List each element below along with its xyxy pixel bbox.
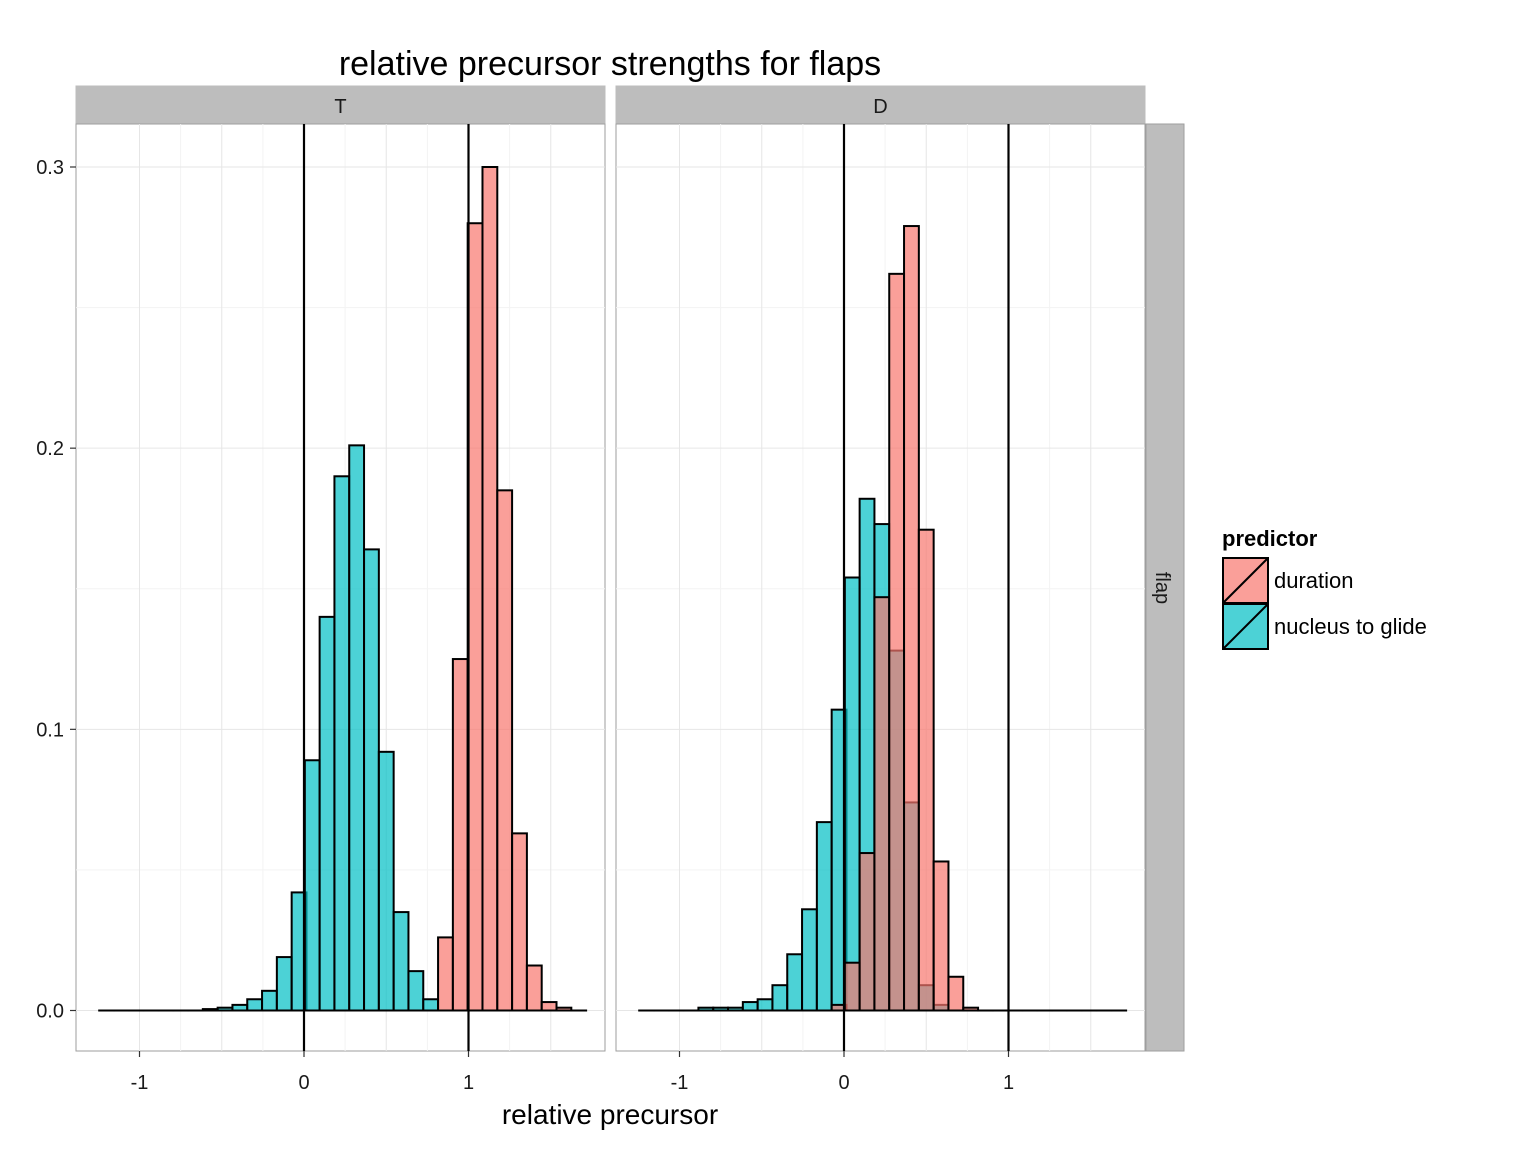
y-axis: 0.0 0.1 0.2 0.3: [36, 157, 76, 1023]
x-tick-label: 0: [838, 1072, 849, 1094]
bar: [888, 272, 906, 1012]
facet-panel-D: D -1 0 1: [615, 85, 1146, 1094]
bar: [843, 961, 861, 1012]
x-axis: -1 0 1: [131, 1051, 474, 1094]
bar: [231, 1003, 249, 1012]
x-tick-label: -1: [671, 1072, 689, 1094]
bar: [216, 1006, 234, 1012]
bar: [801, 908, 818, 1012]
bar: [540, 1001, 558, 1012]
bar: [275, 956, 293, 1012]
bar: [318, 615, 336, 1012]
bar: [756, 998, 774, 1012]
bar: [246, 998, 264, 1012]
bar: [348, 444, 366, 1012]
y-tick-label: 0.3: [36, 157, 64, 179]
bar: [333, 475, 351, 1012]
bar: [437, 936, 454, 1012]
bar: [947, 975, 965, 1012]
bar: [873, 596, 891, 1012]
row-strip-bg: [1145, 123, 1185, 1052]
x-tick-label: 1: [463, 1072, 474, 1094]
x-tick-label: 0: [298, 1072, 309, 1094]
facet-strip-label: T: [334, 96, 346, 118]
bar: [422, 998, 440, 1012]
bar: [962, 1006, 980, 1012]
legend: predictor duration nucleus to glide: [1222, 526, 1427, 650]
y-tick-label: 0.0: [36, 1001, 64, 1023]
bar: [858, 852, 876, 1012]
facet-strip-bg: [75, 85, 606, 125]
bar: [481, 166, 499, 1012]
legend-key-duration: duration: [1222, 557, 1354, 604]
bar: [303, 759, 321, 1012]
bar: [525, 964, 543, 1012]
y-tick-label: 0.1: [36, 719, 64, 741]
bar: [727, 1006, 744, 1012]
facet-panels: T -1 0 1 0.0 0.1 0.2 0.3 D -1 0 1: [36, 85, 1146, 1094]
bar: [466, 222, 484, 1012]
bar: [407, 970, 425, 1012]
bar: [377, 750, 395, 1012]
bar: [917, 528, 935, 1012]
legend-swatch-diagonal: [1222, 603, 1269, 650]
bar: [363, 548, 380, 1012]
chart-title: relative precursor strengths for flaps: [339, 45, 881, 83]
x-tick-label: -1: [131, 1072, 149, 1094]
bar: [903, 225, 920, 1012]
bar: [201, 1008, 219, 1012]
bar: [697, 1006, 715, 1012]
row-strip: flap: [1145, 123, 1185, 1052]
y-tick-label: 0.2: [36, 438, 64, 460]
bar: [932, 860, 950, 1012]
legend-swatch-diagonal: [1222, 557, 1269, 604]
x-axis: -1 0 1: [671, 1051, 1014, 1094]
series-duration: [830, 225, 1128, 1012]
legend-title: predictor: [1222, 526, 1318, 551]
x-axis-title: relative precursor: [502, 1099, 718, 1130]
legend-label: nucleus to glide: [1274, 614, 1427, 639]
bar: [815, 821, 833, 1012]
legend-label: duration: [1274, 568, 1354, 593]
facet-strip-bg: [615, 85, 1146, 125]
bar: [843, 576, 861, 1012]
facet-panel-T: T -1 0 1 0.0 0.1 0.2 0.3: [36, 85, 606, 1094]
bar: [712, 1006, 730, 1012]
bar: [496, 489, 514, 1012]
bar: [511, 832, 528, 1012]
legend-key-nucleus-to-glide: nucleus to glide: [1222, 603, 1427, 650]
bar: [786, 953, 804, 1012]
bar: [741, 1001, 759, 1012]
series-nucleus-to-glide: [98, 444, 440, 1012]
bar: [451, 658, 469, 1012]
row-strip-label: flap: [1151, 572, 1173, 604]
x-tick-label: 1: [1003, 1072, 1014, 1094]
bar: [555, 1006, 573, 1012]
facet-strip-label: D: [873, 96, 887, 118]
bar: [392, 911, 410, 1012]
bar: [771, 984, 789, 1012]
bar: [261, 989, 278, 1012]
